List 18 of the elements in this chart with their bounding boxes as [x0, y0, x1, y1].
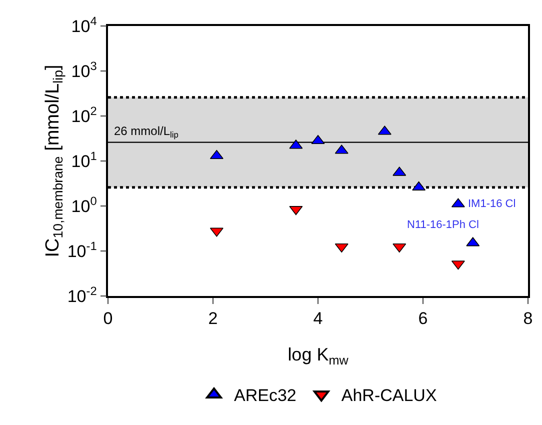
- legend-label: AhR-CALUX: [341, 386, 437, 406]
- y-tick-label: 10$^{-2}$: [67, 284, 98, 306]
- annotation: IM1-16 Cl: [468, 198, 516, 210]
- y-tick-label: 10$^{-1}$: [67, 238, 98, 261]
- y-tick-label: 10$^{0}$: [71, 194, 98, 216]
- y-tick-label: 10$^{1}$: [71, 148, 98, 171]
- y-tick-label: 10$^{2}$: [71, 104, 98, 126]
- y-tick-label: 10$^{3}$: [71, 58, 98, 81]
- x-tick-label: 0: [103, 309, 113, 328]
- y-tick-label: 10$^{4}$: [71, 14, 98, 36]
- legend-label: AREc32: [234, 386, 296, 406]
- ref-line-label: 26 mmol/L$_{lip}$: [114, 124, 179, 140]
- x-tick-label: 6: [418, 309, 428, 328]
- annotation: N11-16-1Ph Cl: [407, 219, 479, 231]
- x-axis-title: log K$_{mw}$: [288, 344, 350, 368]
- x-tick-label: 8: [523, 309, 533, 328]
- x-tick-label: 4: [313, 309, 323, 328]
- x-tick-label: 2: [208, 309, 218, 328]
